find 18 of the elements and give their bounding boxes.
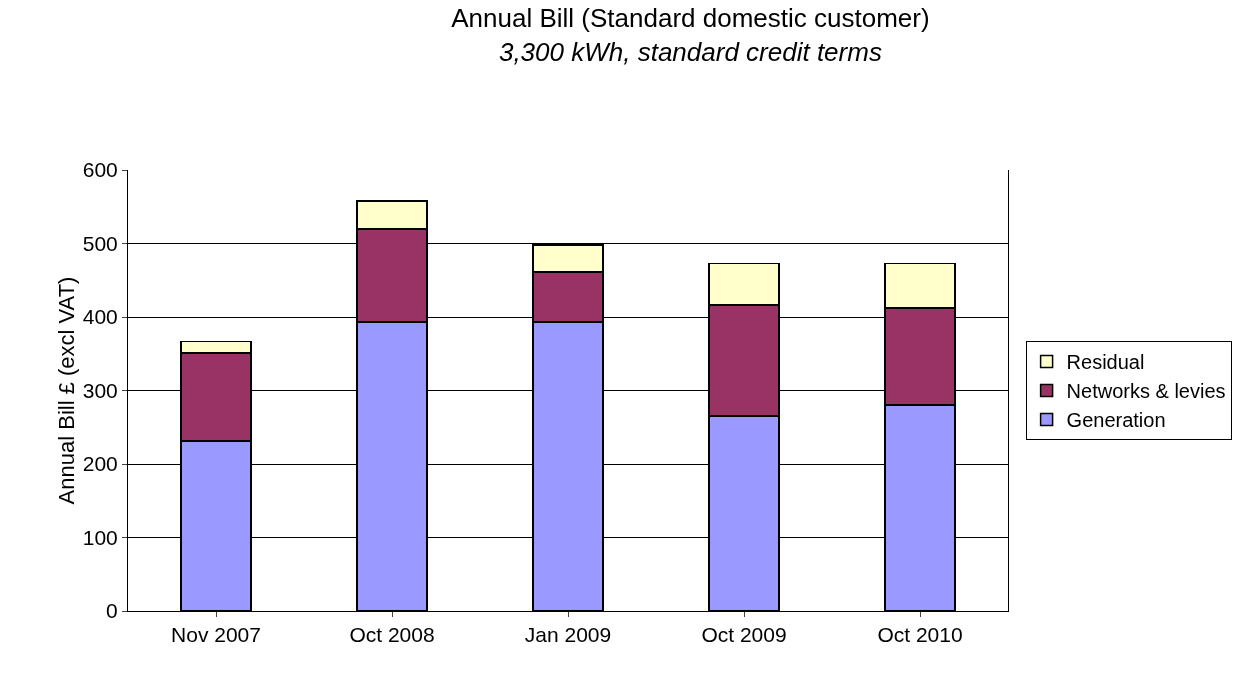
y-tick-label: 200 <box>82 452 118 476</box>
chart-subtitle: 3,300 kWh, standard credit terms <box>498 36 882 67</box>
y-tick-label: 0 <box>106 599 118 623</box>
legend-label: Residual <box>1066 351 1145 374</box>
x-tick-label: Nov 2007 <box>171 623 261 647</box>
x-tick-label: Oct 2008 <box>349 623 435 647</box>
y-tick-label: 300 <box>82 378 118 402</box>
x-tick-label: Oct 2009 <box>701 623 787 647</box>
x-tick-label: Oct 2010 <box>877 623 963 647</box>
y-tick-label: 100 <box>82 525 118 549</box>
x-tick-label: Jan 2009 <box>524 623 612 647</box>
chart-title: Annual Bill (Standard domestic customer) <box>451 3 930 34</box>
y-tick-label: 400 <box>82 305 118 329</box>
y-axis-title: Annual Bill £ (excl VAT) <box>54 276 79 505</box>
legend-label: Networks & levies <box>1066 380 1226 403</box>
y-tick-label: 500 <box>82 231 118 255</box>
legend-label: Generation <box>1066 409 1166 432</box>
y-tick-label: 600 <box>82 158 118 182</box>
